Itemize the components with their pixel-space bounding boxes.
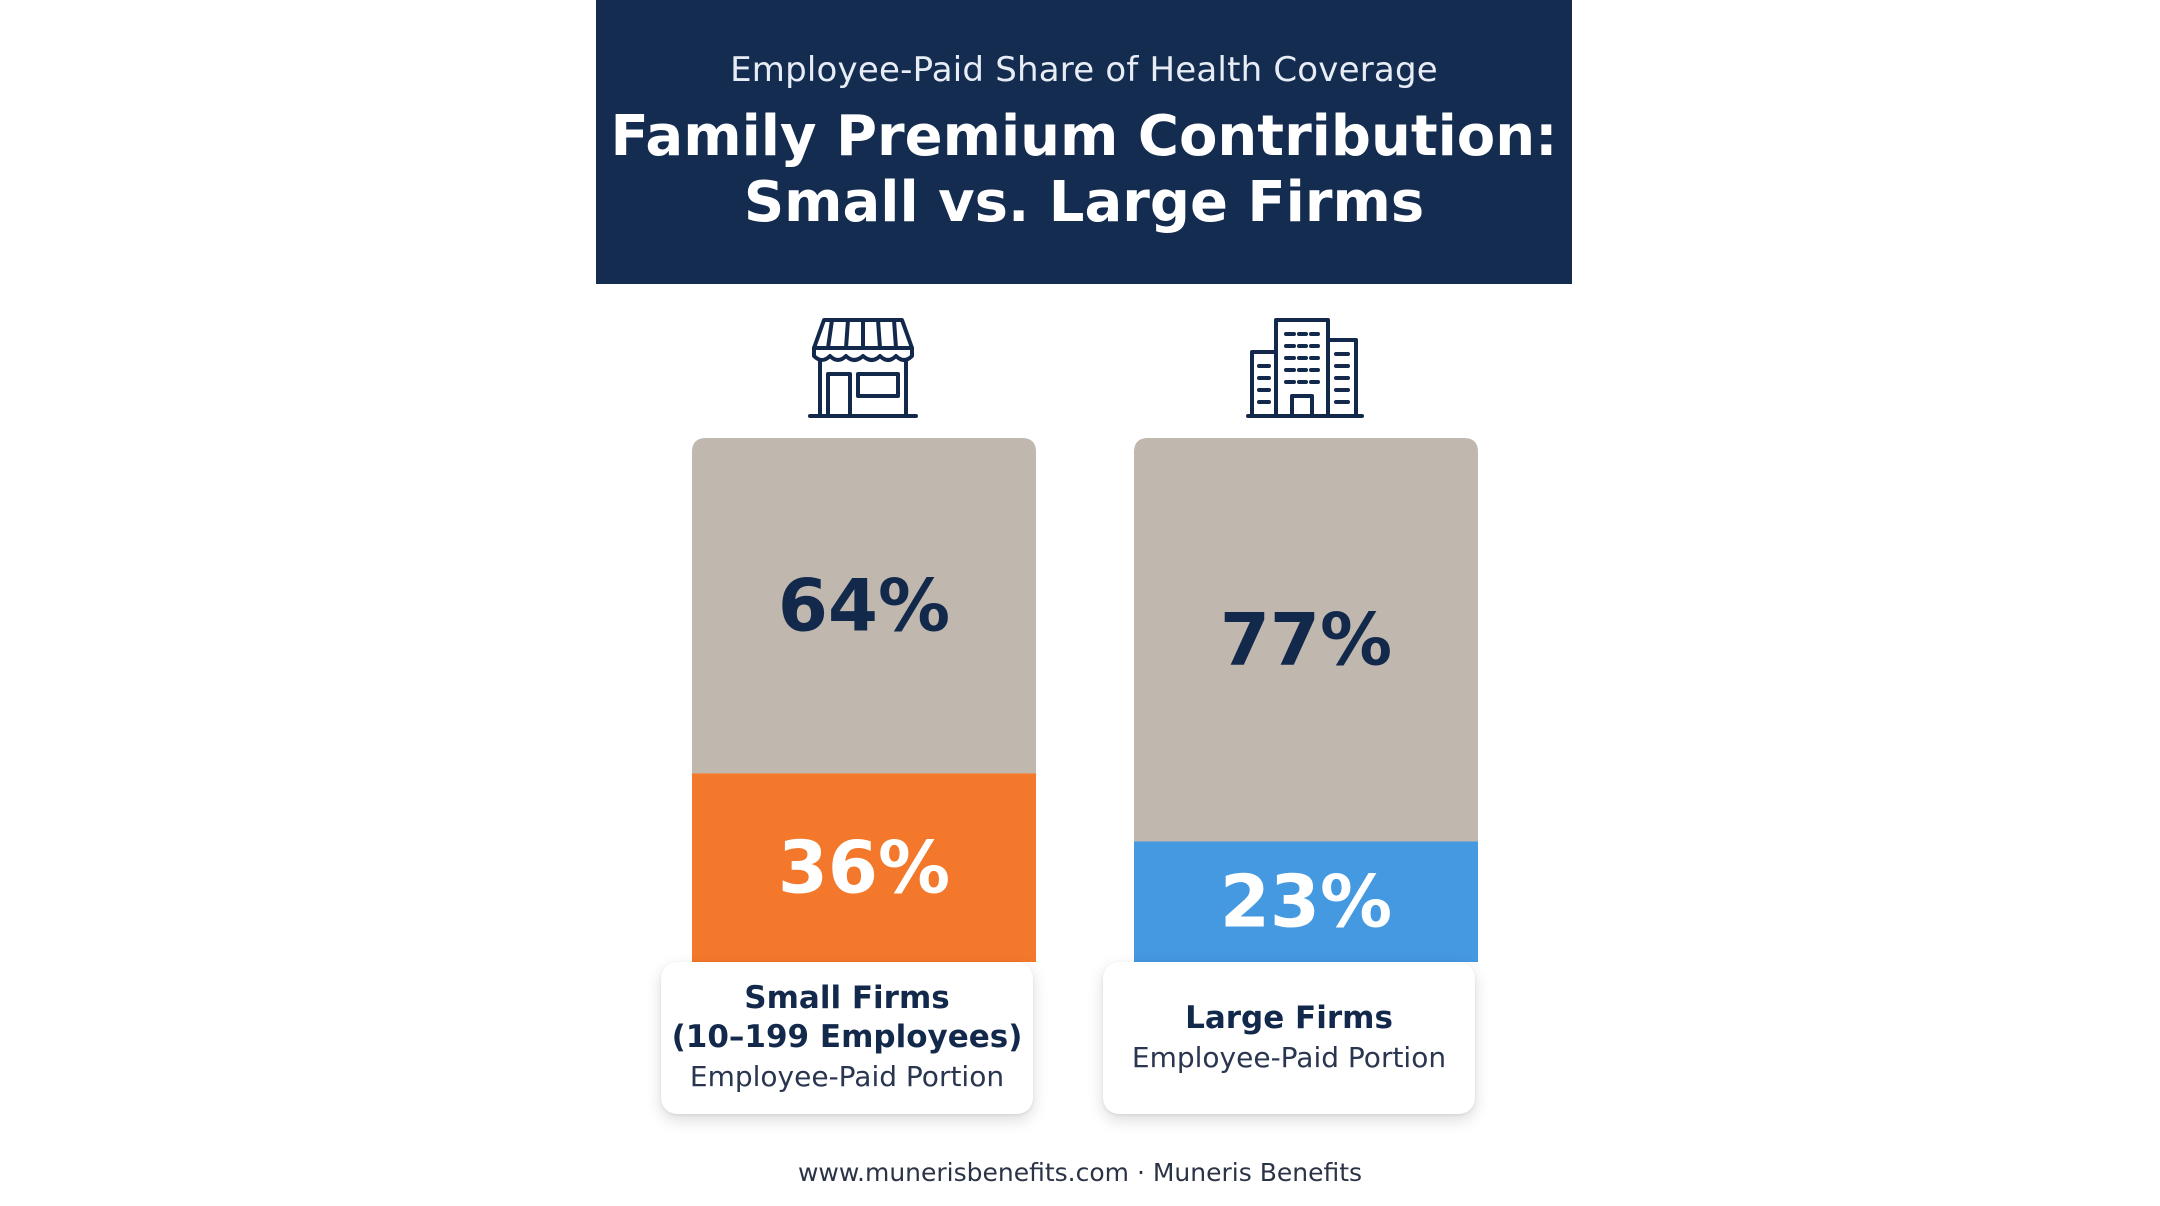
storefront-icon bbox=[808, 318, 918, 418]
category-sublabel: Employee-Paid Portion bbox=[689, 1060, 1005, 1093]
chart-header: Employee-Paid Share of Health Coverage F… bbox=[596, 0, 1572, 284]
data-label-employee-paid-small-firms-10-199-employees: 36% bbox=[778, 826, 950, 910]
category-card-large-firms: Large Firms Employee-Paid Portion bbox=[1103, 962, 1475, 1114]
category-label: Small Firms (10–199 Employees) bbox=[671, 980, 1023, 1055]
category-card-small-firms: Small Firms (10–199 Employees) Employee-… bbox=[661, 962, 1033, 1114]
bar-segment-employee-paid-small-firms-10-199-employees bbox=[692, 773, 1036, 962]
data-label-remainder-small-firms-10-199-employees: 64% bbox=[778, 564, 950, 648]
chart-subtitle: Employee-Paid Share of Health Coverage bbox=[730, 50, 1438, 90]
category-sublabel: Employee-Paid Portion bbox=[1131, 1040, 1447, 1074]
office-building-icon bbox=[1246, 318, 1364, 418]
chart-title: Family Premium Contribution: Small vs. L… bbox=[610, 104, 1558, 235]
footer-credit: www.munerisbenefits.com · Muneris Benefi… bbox=[797, 1158, 1363, 1187]
bar-segment-remainder-large-firms bbox=[1134, 438, 1478, 842]
category-label: Large Firms bbox=[1185, 999, 1393, 1036]
bar-segment-remainder-small-firms-10-199-employees bbox=[692, 438, 1036, 774]
bar-segment-employee-paid-large-firms bbox=[1134, 841, 1478, 962]
data-label-remainder-large-firms: 77% bbox=[1220, 598, 1392, 682]
data-label-employee-paid-large-firms: 23% bbox=[1220, 860, 1392, 944]
